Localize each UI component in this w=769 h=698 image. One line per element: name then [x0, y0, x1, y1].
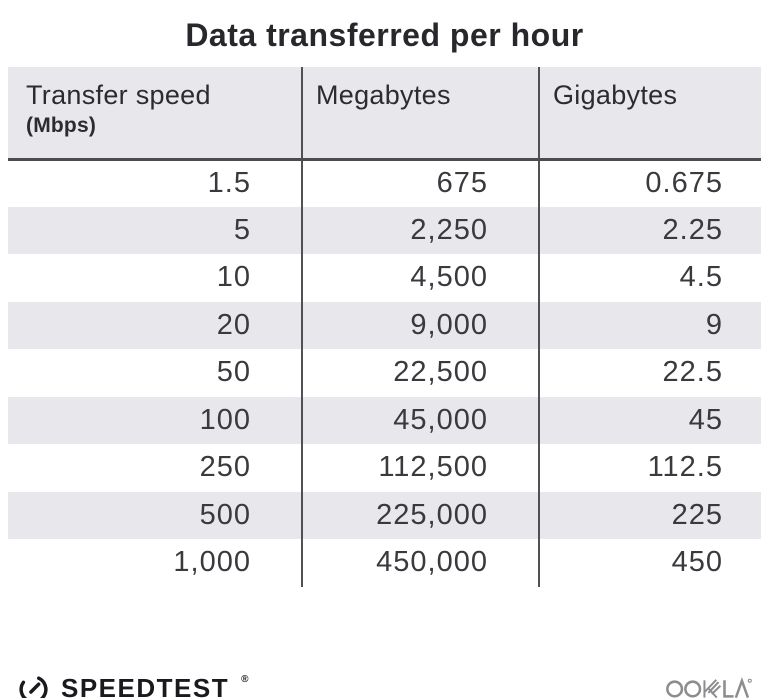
speedtest-logo: SPEEDTEST ® — [17, 672, 249, 698]
table-cell: 500 — [8, 491, 302, 539]
table-row: 20 9,000 9 — [8, 301, 761, 349]
table-cell: 225,000 — [301, 491, 539, 539]
data-table: Transfer speed (Mbps) Megabytes Gigabyte… — [8, 67, 761, 587]
table-cell: 112,500 — [301, 444, 539, 492]
table-cell: 450 — [538, 539, 761, 587]
table-cell: 45 — [538, 396, 761, 444]
table-cell: 112.5 — [538, 444, 761, 492]
speedtest-wordmark: SPEEDTEST — [61, 673, 230, 698]
ookla-logo: OOKLA — [665, 673, 753, 698]
col-header-megabytes: Megabytes — [301, 67, 539, 161]
table-row: 250 112,500 112.5 — [8, 444, 761, 492]
table-row: 10 4,500 4.5 — [8, 254, 761, 302]
footer: SPEEDTEST ® OOKLA — [17, 669, 753, 698]
table-cell: 5 — [8, 206, 302, 254]
table-cell: 450,000 — [301, 539, 539, 587]
table-cell: 9 — [538, 301, 761, 349]
registered-mark: ® — [241, 673, 249, 685]
col-header-unit: (Mbps) — [26, 114, 97, 137]
table-cell: 1.5 — [207, 167, 251, 199]
table-cell: 20 — [8, 301, 302, 349]
table-cell: 9,000 — [301, 301, 539, 349]
speedtest-gauge-icon — [19, 675, 48, 698]
table-row: 500 225,000 225 — [8, 491, 761, 539]
table-cell: 4.5 — [538, 254, 761, 302]
table-cell: 225 — [538, 491, 761, 539]
table-cell: 2,250 — [301, 206, 539, 254]
table-cell: 22.5 — [538, 349, 761, 397]
table-row: 50 22,500 22.5 — [8, 349, 761, 397]
col-header-gigabytes: Gigabytes — [538, 67, 761, 161]
table-cell: 45,000 — [301, 396, 539, 444]
table-row: 5 2,250 2.25 — [8, 206, 761, 254]
table-cell: 100 — [8, 396, 302, 444]
table-cell: 675 — [301, 159, 539, 207]
header-row: Transfer speed (Mbps) Megabytes Gigabyte… — [8, 67, 761, 161]
table-row: 1,000 450,000 450 — [8, 539, 761, 587]
table-cell: 2.25 — [538, 206, 761, 254]
table-cell: 4,500 — [301, 254, 539, 302]
table-row: 1.5 675 0.675 — [8, 159, 761, 207]
table-cell: 0.675 — [538, 159, 761, 207]
page-title: Data transferred per hour — [185, 17, 584, 53]
table-cell: 22,500 — [301, 349, 539, 397]
table-cell: 250 — [199, 451, 251, 484]
table-row: 100 45,000 45 — [8, 396, 761, 444]
col-header-transfer-speed: Transfer speed (Mbps) — [8, 67, 302, 161]
table-cell: 1,000 — [173, 546, 251, 579]
ookla-wordmark-icon — [666, 676, 752, 698]
col-header-label: Transfer speed — [26, 80, 211, 110]
table-cell: 50 — [216, 356, 251, 389]
table-cell: 10 — [216, 261, 251, 294]
